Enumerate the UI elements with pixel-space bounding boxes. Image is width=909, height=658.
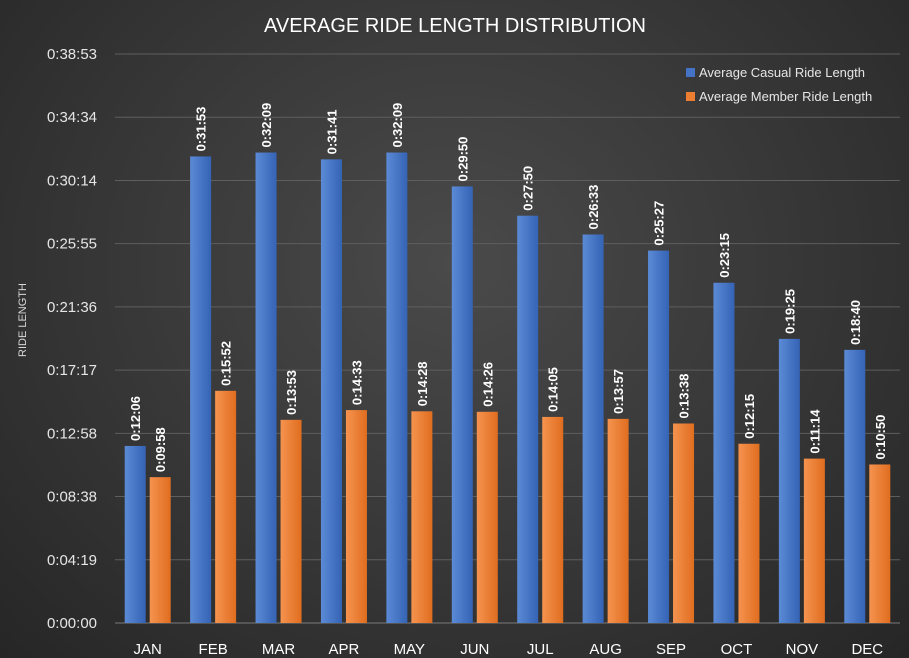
x-tick-label: AUG	[589, 641, 622, 658]
member-bar	[345, 410, 367, 623]
x-tick-label: JAN	[134, 641, 162, 658]
member-data-label: 0:15:52	[219, 341, 234, 386]
casual-data-label: 0:31:41	[324, 110, 339, 155]
y-tick-label: 0:21:36	[47, 299, 97, 316]
legend-swatch-casual	[686, 68, 695, 77]
y-tick-label: 0:30:14	[47, 172, 97, 189]
x-tick-label: OCT	[721, 641, 753, 658]
x-tick-label: JUN	[460, 641, 489, 658]
x-tick-label: FEB	[199, 641, 228, 658]
y-tick-label: 0:00:00	[47, 615, 97, 632]
casual-data-label: 0:31:53	[194, 107, 209, 152]
y-tick-label: 0:25:55	[47, 236, 97, 253]
x-tick-label: SEP	[656, 641, 686, 658]
casual-data-label: 0:12:06	[128, 396, 143, 441]
legend: Average Casual Ride Length Average Member…	[686, 65, 872, 104]
casual-data-label: 0:23:15	[717, 233, 732, 278]
casual-bar	[255, 152, 277, 624]
casual-bar	[648, 250, 670, 623]
member-bar	[280, 419, 302, 623]
chart-title: AVERAGE RIDE LENGTH DISTRIBUTION	[264, 15, 646, 37]
member-data-label: 0:13:53	[284, 370, 299, 415]
member-bar	[869, 464, 891, 623]
casual-data-label: 0:32:09	[259, 103, 274, 148]
member-data-label: 0:13:57	[611, 369, 626, 414]
member-bar	[738, 443, 760, 623]
member-data-label: 0:10:50	[873, 415, 888, 460]
casual-bar	[190, 156, 212, 623]
member-data-label: 0:14:05	[546, 367, 561, 412]
x-tick-label: DEC	[851, 641, 883, 658]
legend-label-casual: Average Casual Ride Length	[699, 65, 865, 80]
casual-bar	[713, 282, 735, 623]
x-tick-label: MAR	[262, 641, 296, 658]
y-tick-label: 0:04:19	[47, 552, 97, 569]
member-bar	[803, 458, 825, 623]
member-data-label: 0:14:28	[415, 361, 430, 406]
member-data-label: 0:13:38	[677, 374, 692, 419]
casual-bar	[124, 445, 146, 623]
casual-data-label: 0:19:25	[782, 289, 797, 334]
casual-bar	[320, 159, 342, 624]
y-tick-label: 0:34:34	[47, 109, 97, 126]
x-tick-label: JUL	[527, 641, 554, 658]
y-tick-label: 0:38:53	[47, 46, 97, 63]
casual-bar	[778, 338, 800, 623]
member-data-label: 0:09:58	[153, 427, 168, 472]
casual-data-label: 0:25:27	[652, 201, 667, 246]
casual-bar	[386, 152, 408, 624]
casual-data-label: 0:32:09	[390, 103, 405, 148]
y-tick-label: 0:08:38	[47, 489, 97, 506]
casual-bar	[844, 349, 866, 623]
member-data-label: 0:11:14	[807, 409, 822, 454]
casual-bar	[451, 186, 473, 623]
x-tick-label: APR	[329, 641, 360, 658]
member-bar	[673, 423, 695, 623]
casual-data-label: 0:27:50	[521, 166, 536, 211]
casual-bar	[582, 234, 604, 623]
member-data-label: 0:14:33	[349, 360, 364, 405]
member-bar	[411, 411, 433, 623]
member-data-label: 0:12:15	[742, 394, 757, 439]
casual-data-label: 0:18:40	[848, 300, 863, 345]
legend-label-member: Average Member Ride Length	[699, 89, 872, 104]
legend-swatch-member	[686, 92, 695, 101]
member-bar	[607, 418, 629, 623]
y-axis-label: RIDE LENGTH	[17, 283, 29, 357]
member-data-label: 0:14:26	[480, 362, 495, 407]
x-tick-label: MAY	[394, 641, 425, 658]
casual-data-label: 0:29:50	[455, 137, 470, 182]
casual-bar	[517, 215, 539, 623]
casual-data-label: 0:26:33	[586, 185, 601, 230]
y-tick-label: 0:17:17	[47, 362, 97, 379]
member-bar	[149, 477, 171, 623]
member-bar	[542, 416, 564, 623]
member-bar	[215, 390, 237, 623]
x-tick-label: NOV	[786, 641, 819, 658]
y-tick-label: 0:12:58	[47, 425, 97, 442]
member-bar	[476, 411, 498, 623]
